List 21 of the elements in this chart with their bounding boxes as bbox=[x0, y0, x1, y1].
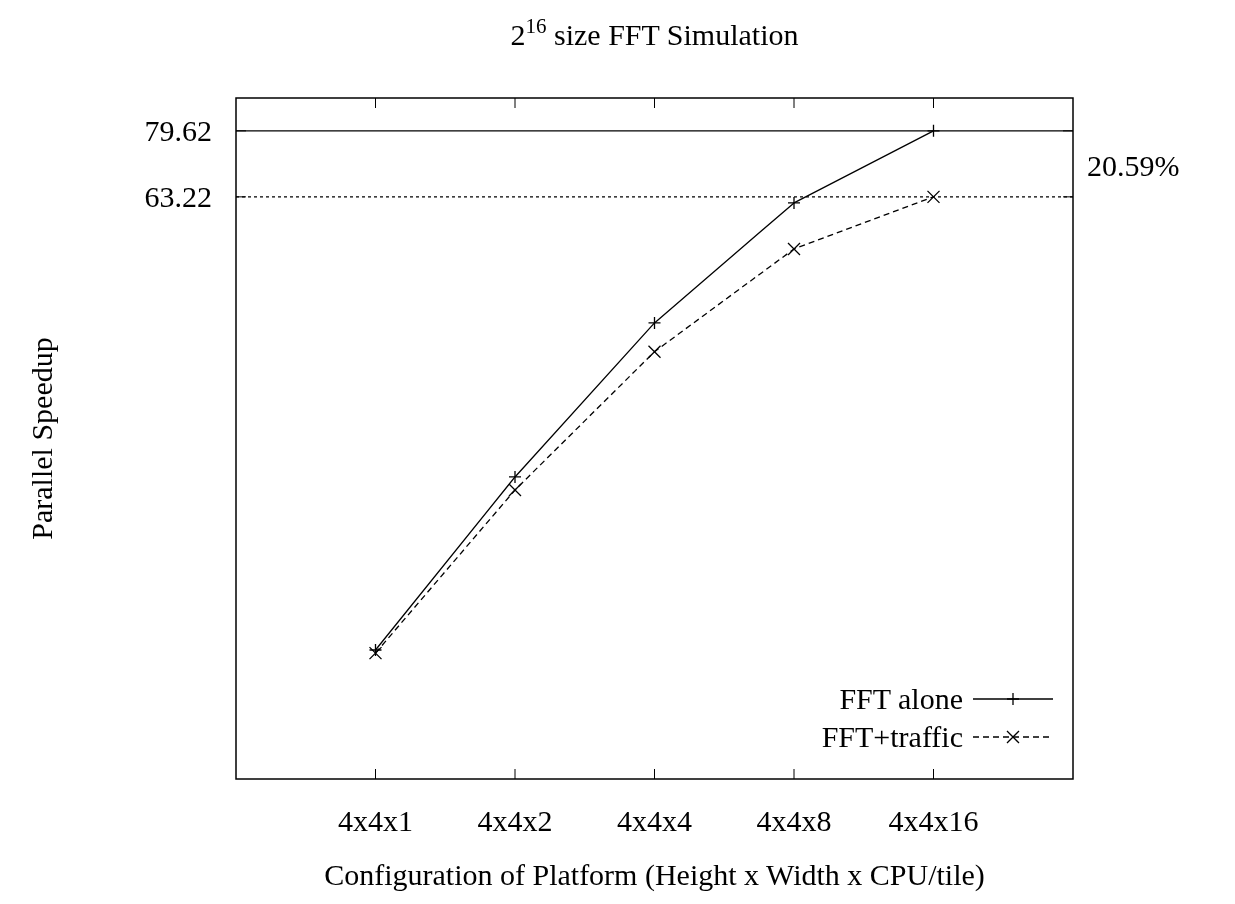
x-tick-label: 4x4x16 bbox=[888, 804, 979, 837]
x-axis-title: Configuration of Platform (Height x Width x CPU/tile) bbox=[324, 858, 985, 892]
point bbox=[926, 124, 941, 138]
legend-label: FFT+traffic bbox=[821, 720, 963, 753]
y-tick-label: 63.22 bbox=[144, 179, 212, 213]
y-axis-title: Parallel Speedup bbox=[25, 337, 58, 540]
point bbox=[926, 190, 941, 204]
x-tick-label: 4x4x2 bbox=[477, 804, 553, 837]
legend-label: FFT alone bbox=[839, 682, 963, 715]
point bbox=[787, 242, 801, 256]
y-tick-label: 79.62 bbox=[144, 113, 212, 147]
point bbox=[647, 345, 662, 359]
x-tick-label: 4x4x8 bbox=[756, 804, 832, 837]
point bbox=[508, 470, 522, 484]
text: 20.59% bbox=[1087, 148, 1180, 182]
point bbox=[787, 196, 801, 210]
point bbox=[508, 483, 522, 497]
chart-title: 2$^{16}$ size FFT Simulation bbox=[510, 14, 799, 51]
x-tick-label: 4x4x1 bbox=[338, 804, 413, 837]
point bbox=[647, 316, 662, 330]
x-tick-label: 4x4x4 bbox=[617, 804, 692, 837]
